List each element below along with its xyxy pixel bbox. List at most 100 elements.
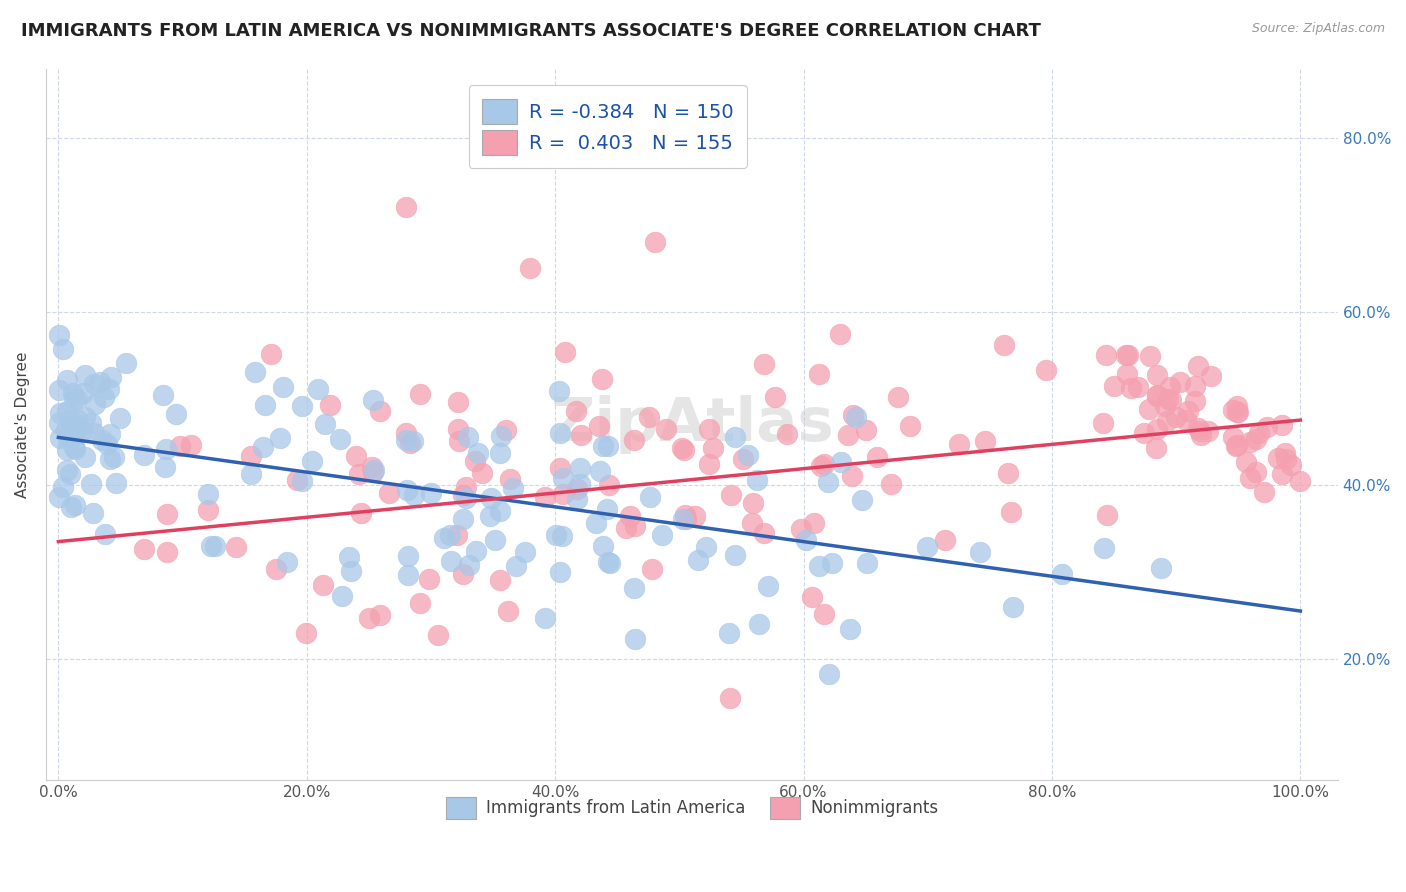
Point <box>1226 399 1249 413</box>
Text: Source: ZipAtlas.com: Source: ZipAtlas.com <box>1251 22 1385 36</box>
Point <box>152 388 174 402</box>
Point <box>644 235 666 249</box>
Point <box>91 433 114 447</box>
Point <box>1095 348 1118 362</box>
Point <box>48 383 70 397</box>
Point <box>641 561 664 575</box>
Point <box>695 541 717 555</box>
Point <box>98 382 121 396</box>
Point <box>741 516 763 530</box>
Point <box>48 491 70 505</box>
Point <box>1146 388 1168 402</box>
Point <box>457 430 479 444</box>
Point <box>1199 369 1222 384</box>
Point <box>765 390 787 404</box>
Point <box>200 539 222 553</box>
Point <box>807 367 830 381</box>
Point <box>1239 434 1261 449</box>
Point <box>93 390 115 404</box>
Point <box>866 450 889 464</box>
Point <box>63 392 86 406</box>
Point <box>73 450 96 464</box>
Legend: Immigrants from Latin America, Nonimmigrants: Immigrants from Latin America, Nonimmigr… <box>439 790 945 825</box>
Point <box>672 512 695 526</box>
Point <box>817 475 839 490</box>
Point <box>813 607 835 622</box>
Point <box>1189 427 1212 442</box>
Point <box>180 437 202 451</box>
Point <box>1116 348 1139 362</box>
Point <box>377 486 399 500</box>
Point <box>396 549 419 563</box>
Point <box>1132 425 1154 440</box>
Point <box>197 503 219 517</box>
Point <box>623 582 645 596</box>
Point <box>505 559 527 574</box>
Point <box>204 539 226 553</box>
Point <box>169 439 191 453</box>
Point <box>59 467 82 481</box>
Point <box>598 439 620 453</box>
Point <box>623 518 645 533</box>
Point <box>75 409 97 424</box>
Point <box>260 347 283 361</box>
Point <box>1102 379 1125 393</box>
Point <box>402 434 425 448</box>
Point <box>1137 402 1160 417</box>
Point <box>63 498 86 512</box>
Point <box>624 632 647 646</box>
Point <box>724 548 747 562</box>
Point <box>974 434 997 449</box>
Point <box>1146 389 1168 403</box>
Point <box>830 454 852 468</box>
Point <box>553 471 575 485</box>
Point <box>419 486 441 500</box>
Point <box>290 399 312 413</box>
Point <box>855 423 877 437</box>
Point <box>155 507 177 521</box>
Point <box>801 590 824 604</box>
Point <box>1092 541 1115 556</box>
Point <box>1274 446 1296 460</box>
Point <box>568 460 591 475</box>
Point <box>533 611 555 625</box>
Point <box>465 544 488 558</box>
Point <box>702 442 724 456</box>
Point <box>447 434 470 449</box>
Point <box>89 375 111 389</box>
Point <box>285 473 308 487</box>
Point <box>495 423 517 437</box>
Point <box>105 475 128 490</box>
Point <box>1226 437 1249 451</box>
Point <box>439 528 461 542</box>
Point <box>484 533 506 547</box>
Point <box>1035 362 1057 376</box>
Point <box>534 490 557 504</box>
Point <box>808 558 831 573</box>
Point <box>55 423 77 437</box>
Point <box>599 556 621 570</box>
Point <box>718 691 741 706</box>
Point <box>63 428 86 442</box>
Point <box>349 467 371 482</box>
Point <box>66 392 89 406</box>
Point <box>598 478 620 492</box>
Point <box>598 555 620 569</box>
Point <box>478 509 501 524</box>
Point <box>59 413 82 427</box>
Point <box>745 474 768 488</box>
Point <box>1149 561 1171 575</box>
Point <box>686 553 709 567</box>
Point <box>1226 405 1249 419</box>
Point <box>1177 404 1199 418</box>
Point <box>330 589 353 603</box>
Point <box>1146 368 1168 383</box>
Point <box>673 508 696 522</box>
Point <box>103 450 125 464</box>
Point <box>426 628 449 642</box>
Point <box>65 412 87 426</box>
Point <box>1267 450 1289 465</box>
Point <box>1244 465 1267 479</box>
Point <box>671 441 693 455</box>
Point <box>59 500 82 515</box>
